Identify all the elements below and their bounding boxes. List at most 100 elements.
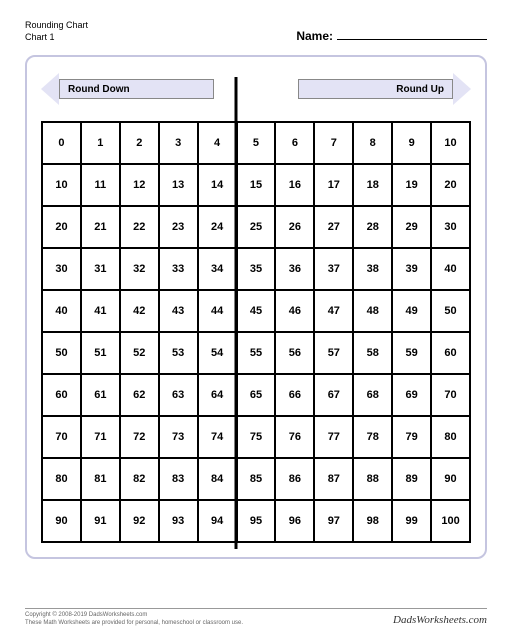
number-cell: 74 <box>198 416 237 458</box>
number-cell: 39 <box>392 248 431 290</box>
number-cell: 88 <box>353 458 392 500</box>
number-grid: 0123456789101011121314151617181920202122… <box>41 121 471 543</box>
number-cell: 56 <box>275 332 314 374</box>
number-cell: 63 <box>159 374 198 416</box>
number-cell: 50 <box>42 332 81 374</box>
number-cell: 70 <box>431 374 470 416</box>
number-cell: 69 <box>392 374 431 416</box>
number-cell: 2 <box>120 122 159 164</box>
number-cell: 65 <box>237 374 276 416</box>
number-cell: 11 <box>81 164 120 206</box>
number-cell: 14 <box>198 164 237 206</box>
number-cell: 6 <box>275 122 314 164</box>
chart-frame: Round Down Round Up 01234567891010111213… <box>25 55 487 559</box>
number-cell: 91 <box>81 500 120 542</box>
center-divider <box>235 77 238 549</box>
number-cell: 71 <box>81 416 120 458</box>
number-cell: 61 <box>81 374 120 416</box>
number-cell: 1 <box>81 122 120 164</box>
number-cell: 76 <box>275 416 314 458</box>
number-cell: 96 <box>275 500 314 542</box>
number-cell: 31 <box>81 248 120 290</box>
brand-logo: DadsWorksheets.com <box>393 614 487 626</box>
number-cell: 68 <box>353 374 392 416</box>
number-cell: 57 <box>314 332 353 374</box>
number-cell: 93 <box>159 500 198 542</box>
number-cell: 46 <box>275 290 314 332</box>
number-cell: 90 <box>431 458 470 500</box>
number-cell: 48 <box>353 290 392 332</box>
number-cell: 44 <box>198 290 237 332</box>
number-cell: 82 <box>120 458 159 500</box>
grid-container: 0123456789101011121314151617181920202122… <box>41 121 471 543</box>
number-cell: 42 <box>120 290 159 332</box>
number-cell: 8 <box>353 122 392 164</box>
number-cell: 80 <box>431 416 470 458</box>
number-cell: 37 <box>314 248 353 290</box>
number-cell: 59 <box>392 332 431 374</box>
number-cell: 16 <box>275 164 314 206</box>
disclaimer-text: These Math Worksheets are provided for p… <box>25 620 243 628</box>
name-label: Name: <box>296 29 333 43</box>
number-cell: 86 <box>275 458 314 500</box>
number-cell: 26 <box>275 206 314 248</box>
number-cell: 27 <box>314 206 353 248</box>
number-cell: 58 <box>353 332 392 374</box>
number-cell: 53 <box>159 332 198 374</box>
number-cell: 52 <box>120 332 159 374</box>
number-cell: 22 <box>120 206 159 248</box>
number-cell: 3 <box>159 122 198 164</box>
number-cell: 10 <box>42 164 81 206</box>
number-cell: 40 <box>431 248 470 290</box>
number-cell: 73 <box>159 416 198 458</box>
arrow-right-head-icon <box>453 73 471 105</box>
number-cell: 21 <box>81 206 120 248</box>
number-cell: 100 <box>431 500 470 542</box>
number-cell: 60 <box>431 332 470 374</box>
number-cell: 9 <box>392 122 431 164</box>
name-field: Name: <box>296 29 487 43</box>
number-cell: 34 <box>198 248 237 290</box>
footer-left: Copyright © 2008-2019 DadsWorksheets.com… <box>25 612 243 628</box>
number-cell: 92 <box>120 500 159 542</box>
number-cell: 15 <box>237 164 276 206</box>
number-cell: 5 <box>237 122 276 164</box>
worksheet-title: Rounding Chart <box>25 20 88 32</box>
number-cell: 20 <box>42 206 81 248</box>
number-cell: 25 <box>237 206 276 248</box>
number-cell: 41 <box>81 290 120 332</box>
arrows-row: Round Down Round Up <box>41 75 471 109</box>
number-cell: 50 <box>431 290 470 332</box>
number-cell: 55 <box>237 332 276 374</box>
number-cell: 83 <box>159 458 198 500</box>
number-cell: 90 <box>42 500 81 542</box>
number-cell: 36 <box>275 248 314 290</box>
number-cell: 64 <box>198 374 237 416</box>
number-cell: 40 <box>42 290 81 332</box>
arrow-left-head-icon <box>41 73 59 105</box>
worksheet-subtitle: Chart 1 <box>25 32 88 44</box>
round-down-arrow: Round Down <box>41 75 214 103</box>
number-cell: 49 <box>392 290 431 332</box>
number-cell: 84 <box>198 458 237 500</box>
number-cell: 78 <box>353 416 392 458</box>
arrow-left-body: Round Down <box>59 79 214 99</box>
number-cell: 62 <box>120 374 159 416</box>
copyright-text: Copyright © 2008-2019 DadsWorksheets.com <box>25 612 243 620</box>
number-cell: 79 <box>392 416 431 458</box>
number-cell: 20 <box>431 164 470 206</box>
number-cell: 47 <box>314 290 353 332</box>
number-cell: 12 <box>120 164 159 206</box>
number-cell: 54 <box>198 332 237 374</box>
number-cell: 7 <box>314 122 353 164</box>
arrow-right-body: Round Up <box>298 79 453 99</box>
number-cell: 66 <box>275 374 314 416</box>
number-cell: 77 <box>314 416 353 458</box>
number-cell: 72 <box>120 416 159 458</box>
number-cell: 30 <box>431 206 470 248</box>
number-cell: 24 <box>198 206 237 248</box>
worksheet-footer: Copyright © 2008-2019 DadsWorksheets.com… <box>25 608 487 628</box>
number-cell: 23 <box>159 206 198 248</box>
number-cell: 99 <box>392 500 431 542</box>
number-cell: 60 <box>42 374 81 416</box>
